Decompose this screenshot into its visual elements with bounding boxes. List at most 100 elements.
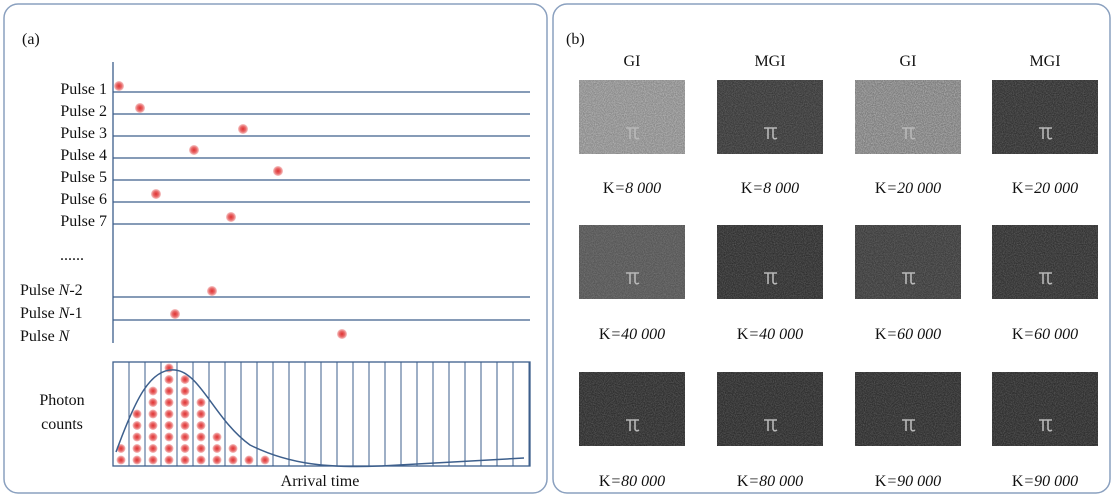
label-part: Pulse 1	[60, 81, 107, 98]
photon	[207, 286, 217, 296]
photon	[149, 421, 158, 430]
label-part: K	[875, 473, 887, 490]
photon	[197, 398, 206, 407]
image-noise	[855, 225, 961, 299]
image-noise	[579, 80, 685, 154]
label-part: =90 000	[1023, 473, 1078, 490]
photon	[117, 456, 126, 465]
label: K=8 000	[603, 180, 661, 197]
photon	[197, 444, 206, 453]
label: Pulse 6	[60, 191, 107, 208]
figure: (a) (b) ...... Photon counts Arrival tim…	[0, 0, 1115, 497]
label-part: K	[599, 473, 611, 490]
label-part: Pulse 6	[60, 191, 107, 208]
label-part: =8 000	[614, 180, 661, 197]
photon	[133, 433, 142, 442]
photon	[245, 456, 254, 465]
label: K=80 000	[599, 473, 665, 490]
y-label: counts	[41, 416, 83, 433]
label-part: K	[1012, 473, 1024, 490]
photon	[337, 329, 347, 339]
photon	[181, 387, 190, 396]
photon	[170, 309, 180, 319]
photon	[133, 410, 142, 419]
photon	[135, 103, 145, 113]
label-part: -1	[69, 305, 82, 322]
label-part: =20 000	[1023, 180, 1078, 197]
x-label: Arrival time	[281, 473, 360, 490]
label-part: Pulse	[20, 305, 59, 322]
y-label: Photon	[39, 392, 84, 409]
image-noise	[855, 80, 961, 154]
label: K=20 000	[875, 180, 941, 197]
label: Pulse 2	[60, 103, 107, 120]
image-noise	[992, 372, 1098, 446]
label: Pulse 5	[60, 169, 107, 186]
photon	[213, 433, 222, 442]
label-part: =40 000	[610, 326, 665, 343]
label: K=60 000	[1012, 326, 1078, 343]
label: K=90 000	[875, 473, 941, 490]
label: Pulse 7	[60, 213, 107, 230]
label-part: =8 000	[752, 180, 799, 197]
label-part: N	[58, 328, 71, 345]
label-part: =60 000	[886, 326, 941, 343]
photon	[133, 444, 142, 453]
label-part: Pulse 4	[60, 147, 107, 164]
photon	[181, 398, 190, 407]
photon	[165, 456, 174, 465]
histogram	[116, 362, 529, 467]
label-part: K	[1012, 326, 1024, 343]
label-part: =80 000	[610, 473, 665, 490]
photon	[213, 444, 222, 453]
label-part: Pulse 7	[60, 213, 107, 230]
label: Pulse N-2	[20, 282, 83, 299]
label-part: Pulse	[20, 328, 59, 345]
photon	[213, 456, 222, 465]
label-part: K	[737, 326, 749, 343]
label: K=8 000	[741, 180, 799, 197]
photon	[181, 456, 190, 465]
label: Pulse 1	[60, 81, 107, 98]
photon	[114, 81, 124, 91]
label: Pulse N	[20, 328, 71, 345]
image-noise	[992, 80, 1098, 154]
label-part: Pulse 2	[60, 103, 107, 120]
photon	[149, 444, 158, 453]
label-part: =40 000	[748, 326, 803, 343]
photon	[149, 387, 158, 396]
label: K=40 000	[599, 326, 665, 343]
label-part: K	[599, 326, 611, 343]
photon	[229, 444, 238, 453]
column-header: MGI	[754, 53, 785, 70]
photon	[151, 189, 161, 199]
label-part: Pulse 5	[60, 169, 107, 186]
photon	[189, 145, 199, 155]
ellipsis: ......	[60, 247, 84, 264]
label-part: K	[875, 180, 887, 197]
photon	[226, 212, 236, 222]
photon	[197, 456, 206, 465]
photon	[165, 444, 174, 453]
label: K=60 000	[875, 326, 941, 343]
photon	[149, 433, 158, 442]
label-part: =20 000	[886, 180, 941, 197]
panel-label: (b)	[566, 31, 585, 48]
label-part: =60 000	[1023, 326, 1078, 343]
photon	[149, 398, 158, 407]
label: Pulse 3	[60, 125, 107, 142]
photon	[165, 410, 174, 419]
image-noise	[992, 225, 1098, 299]
label-part: =90 000	[886, 473, 941, 490]
photon	[133, 421, 142, 430]
photon	[197, 433, 206, 442]
label-part: Pulse 3	[60, 125, 107, 142]
image-noise	[717, 80, 823, 154]
column-header: GI	[624, 53, 641, 70]
photon	[229, 456, 238, 465]
label: K=90 000	[1012, 473, 1078, 490]
photon	[181, 410, 190, 419]
pulse-rows: Pulse 1 Pulse 2 Pulse 3 Pulse 4 Pulse 5 Pulse…	[20, 81, 530, 345]
photon	[273, 166, 283, 176]
